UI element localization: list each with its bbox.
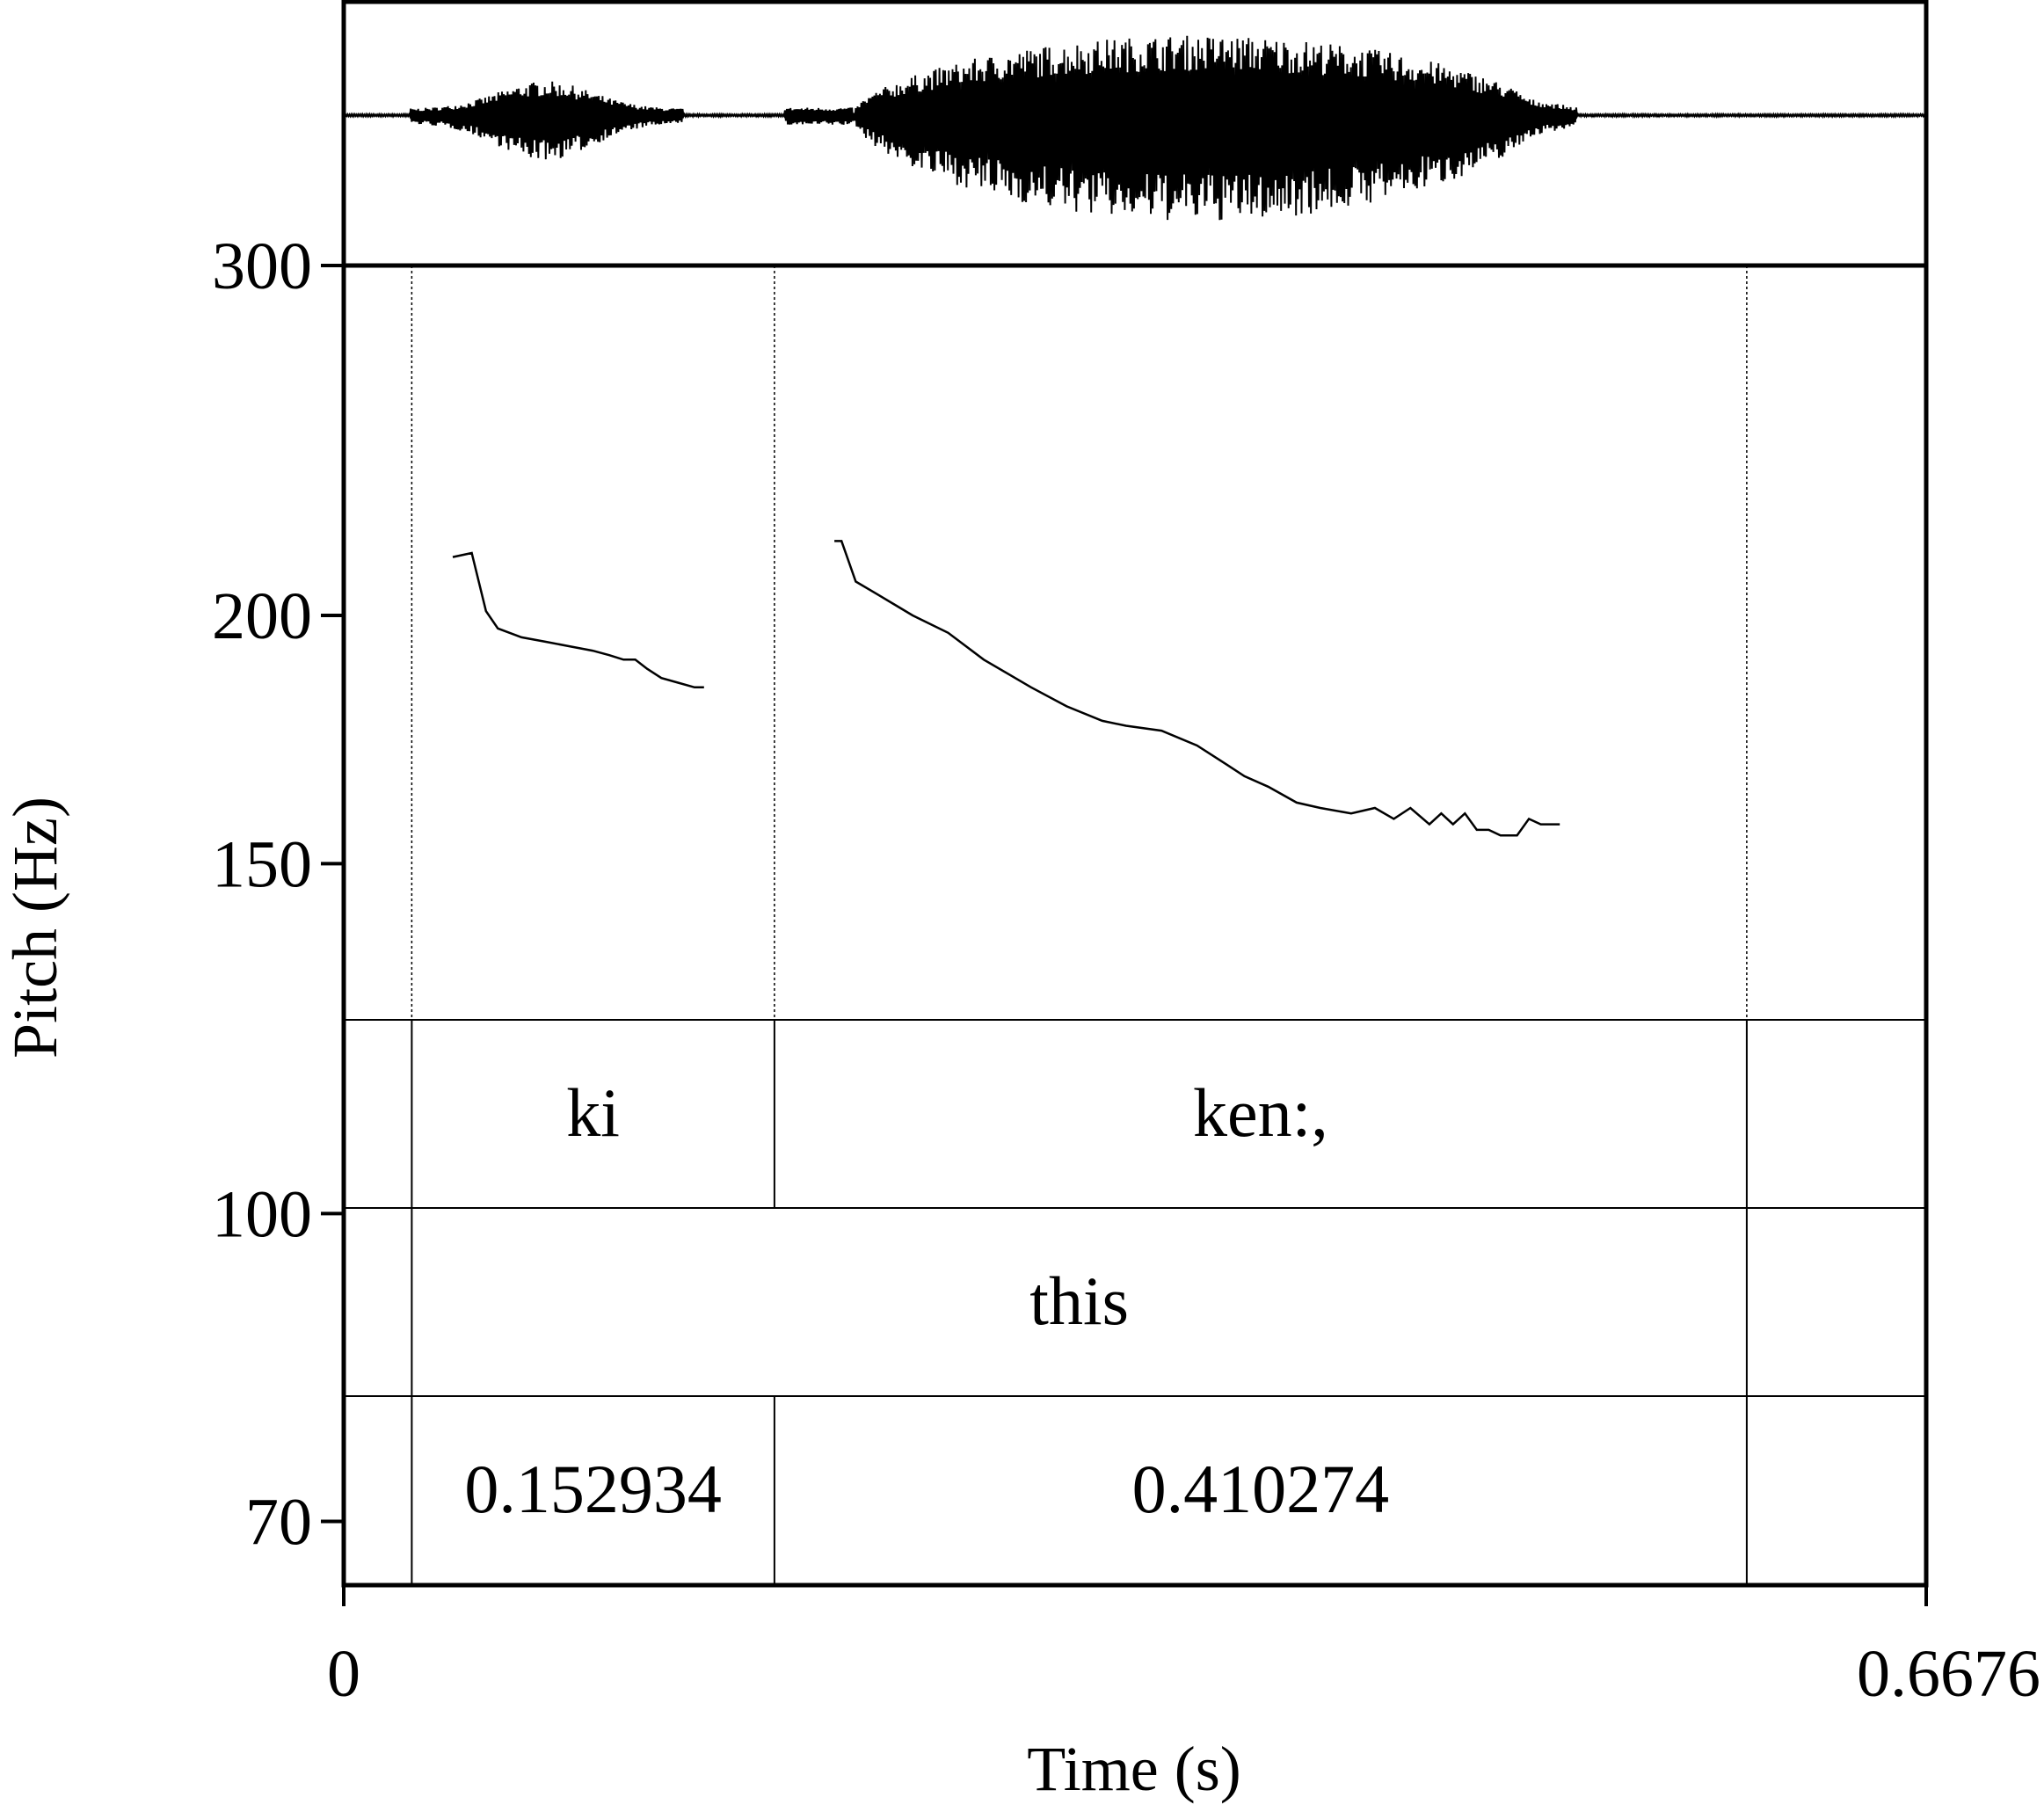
tier-1-label-1: ki: [566, 1074, 620, 1151]
tier-1-label-2: ken:,: [1193, 1074, 1328, 1151]
outer-frame: [341, 0, 1929, 1588]
boundary-lines: [411, 266, 1748, 1020]
y-tick-label-100: 100: [212, 1177, 312, 1251]
plot-frame: [341, 0, 1929, 1588]
y-tick-label-70: 70: [245, 1485, 312, 1559]
pitch-segment-1: [452, 551, 704, 689]
x-tick-label-1: 0.6676: [1857, 1637, 2040, 1711]
annotation-tiers: ki ken:, this 0.152934 0.410274: [411, 1020, 1748, 1584]
y-tick-label-150: 150: [212, 827, 312, 901]
y-axis-label: Pitch (Hz): [0, 797, 70, 1059]
pitch-contour: [452, 540, 1560, 837]
waveform-panel: [343, 35, 1927, 221]
x-axis-label: Time (s): [1027, 1734, 1240, 1804]
y-tick-label-200: 200: [212, 579, 312, 653]
tier-3-label-1: 0.152934: [464, 1451, 722, 1527]
tier-2-label-1: this: [1029, 1262, 1129, 1339]
pitch-segment-2: [834, 540, 1560, 837]
tier-3-label-2: 0.410274: [1132, 1451, 1390, 1527]
x-tick-label-0: 0: [327, 1637, 360, 1711]
axes: Pitch (Hz) Time (s) 300 200 150 100 70 0 0.667…: [0, 229, 2040, 1804]
y-tick-label-300: 300: [212, 229, 312, 303]
waveform-trace: [343, 35, 1927, 221]
